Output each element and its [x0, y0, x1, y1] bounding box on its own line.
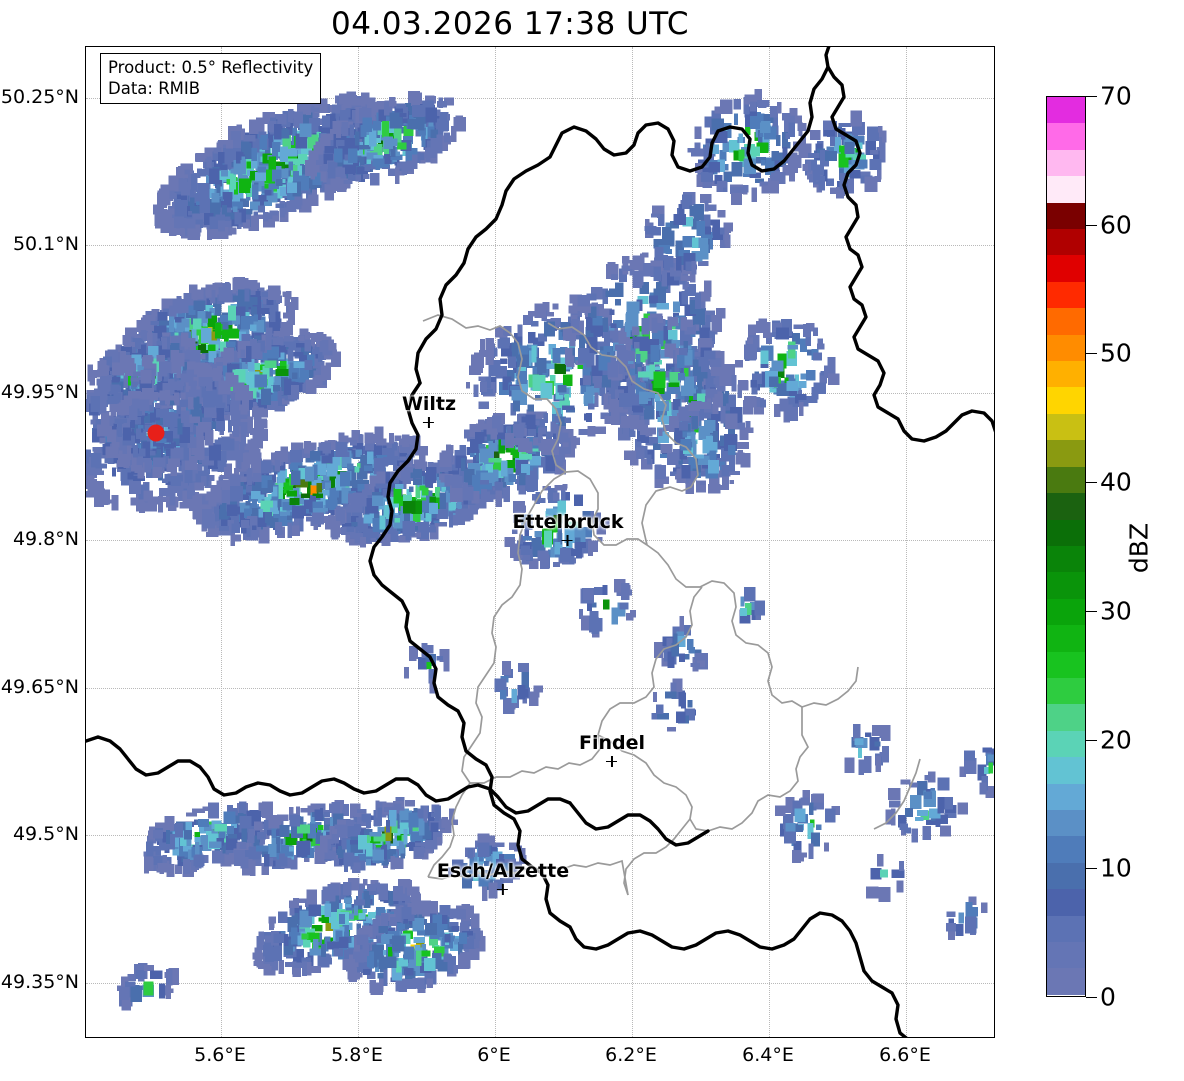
- colorbar-segment: [1047, 308, 1085, 335]
- colorbar-segment: [1047, 862, 1085, 890]
- latitude-tick-label: 49.65°N: [0, 676, 79, 698]
- colorbar-segment: [1047, 281, 1085, 309]
- city-name: Ettelbruck: [512, 511, 624, 533]
- city-marker-cross: [605, 755, 619, 769]
- latitude-tick-label: 50.25°N: [0, 86, 79, 108]
- longitude-tick-label: 6.4°E: [742, 1044, 794, 1066]
- colorbar-tick-label: 20: [1100, 725, 1132, 755]
- city-marker-cross: [561, 534, 575, 548]
- radar-plot-area[interactable]: Wiltz Ettelbruck Findel Esch/Alzette Pro…: [85, 46, 995, 1038]
- city-marker-cross: [422, 416, 436, 430]
- colorbar-tick: [1086, 610, 1097, 612]
- colorbar-tick: [1086, 739, 1097, 741]
- colorbar-tick-label: 30: [1100, 596, 1132, 626]
- colorbar-segment: [1047, 757, 1085, 784]
- colorbar-segment: [1047, 809, 1085, 837]
- longitude-tick-label: 6.6°E: [879, 1044, 931, 1066]
- city-marker-cross: [496, 883, 510, 897]
- colorbar-tick-label: 60: [1100, 210, 1132, 240]
- colorbar-tick-label: 10: [1100, 853, 1132, 883]
- colorbar-segment: [1047, 704, 1085, 731]
- colorbar-tick-label: 70: [1100, 81, 1132, 111]
- colorbar-segment: [1047, 229, 1085, 256]
- colorbar-segment: [1047, 677, 1085, 705]
- longitude-tick-label: 6°E: [477, 1044, 511, 1066]
- colorbar-segment: [1047, 466, 1085, 494]
- data-source-line: Data: RMIB: [108, 79, 201, 98]
- colorbar-tick: [1086, 353, 1097, 355]
- colorbar-segment: [1047, 730, 1085, 758]
- colorbar-segment: [1047, 572, 1085, 599]
- latitude-tick-label: 49.5°N: [12, 823, 79, 845]
- city-label-wiltz: Wiltz: [402, 393, 456, 430]
- latitude-tick-label: 49.8°N: [12, 528, 79, 550]
- colorbar-tick-label: 0: [1100, 982, 1116, 1012]
- colorbar-segment: [1047, 493, 1085, 520]
- city-label-esch-alzette: Esch/Alzette: [437, 860, 569, 897]
- radar-plot-inner: Wiltz Ettelbruck Findel Esch/Alzette Pro…: [86, 47, 994, 1037]
- longitude-tick-label: 5.8°E: [331, 1044, 383, 1066]
- colorbar-segment: [1047, 651, 1085, 678]
- colorbar-segment: [1047, 942, 1085, 969]
- colorbar-title: dBZ: [1124, 522, 1154, 574]
- latitude-axis: 50.25°N 50.1°N 49.95°N 49.8°N 49.65°N 49…: [0, 0, 79, 1081]
- colorbar-segment: [1047, 598, 1085, 626]
- colorbar-tick: [1086, 868, 1097, 870]
- colorbar-segment: [1047, 334, 1085, 362]
- colorbar-segment: [1047, 783, 1085, 810]
- colorbar-segment: [1047, 519, 1085, 546]
- city-label-findel: Findel: [579, 732, 645, 769]
- colorbar-segment: [1047, 440, 1085, 467]
- radar-site-marker[interactable]: [147, 424, 165, 442]
- city-name: Wiltz: [401, 393, 457, 415]
- colorbar-segment: [1047, 387, 1085, 414]
- longitude-tick-label: 5.6°E: [194, 1044, 246, 1066]
- colorbar[interactable]: [1046, 96, 1086, 997]
- city-label-ettelbruck: Ettelbruck: [512, 511, 624, 548]
- gridline-vertical: [221, 47, 222, 1037]
- colorbar-segment: [1047, 97, 1085, 124]
- colorbar-segment: [1047, 968, 1085, 995]
- colorbar-tick: [1086, 482, 1097, 484]
- city-name: Esch/Alzette: [436, 860, 570, 882]
- colorbar-segment: [1047, 149, 1085, 177]
- latitude-tick-label: 49.95°N: [0, 381, 79, 403]
- colorbar-segment: [1047, 123, 1085, 150]
- page-title: 04.03.2026 17:38 UTC: [331, 6, 689, 42]
- colorbar-segment: [1047, 625, 1085, 652]
- colorbar-segment: [1047, 176, 1085, 203]
- city-name: Findel: [578, 732, 646, 754]
- colorbar-tick-label: 40: [1100, 467, 1132, 497]
- product-info-box: Product: 0.5° Reflectivity Data: RMIB: [100, 53, 322, 104]
- colorbar-segment: [1047, 202, 1085, 230]
- colorbar-segment: [1047, 413, 1085, 441]
- colorbar-tick-label: 50: [1100, 338, 1132, 368]
- colorbar-tick: [1086, 224, 1097, 226]
- colorbar-segment: [1047, 545, 1085, 573]
- latitude-tick-label: 50.1°N: [12, 233, 79, 255]
- colorbar-segment: [1047, 836, 1085, 863]
- colorbar-segment: [1047, 915, 1085, 942]
- colorbar-tick: [1086, 96, 1097, 97]
- colorbar-segment: [1047, 255, 1085, 282]
- colorbar-segment: [1047, 361, 1085, 388]
- product-line: Product: 0.5° Reflectivity: [108, 58, 314, 77]
- latitude-tick-label: 49.35°N: [0, 971, 79, 993]
- colorbar-segment: [1047, 889, 1085, 916]
- colorbar-tick: [1086, 997, 1097, 998]
- longitude-tick-label: 6.2°E: [605, 1044, 657, 1066]
